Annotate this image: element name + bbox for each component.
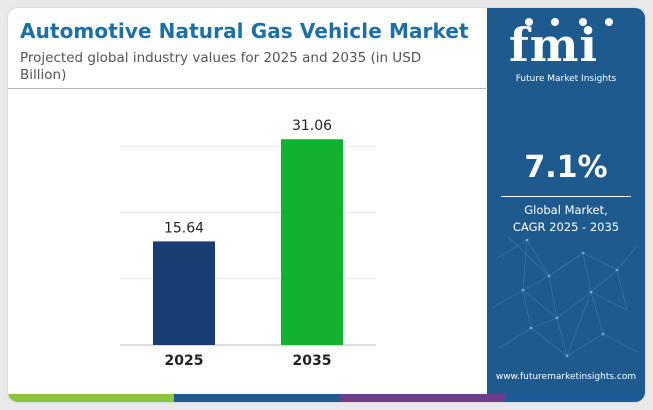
data-label-2035: 31.06 (292, 118, 332, 134)
sidebar-panel: fmi Future Market Insights 7.1% Global M… (487, 8, 645, 394)
logo-tagline: Future Market Insights (515, 74, 617, 84)
chart-subtitle: Projected global industry values for 202… (20, 50, 422, 83)
footer-segment (504, 394, 645, 402)
data-label-2025: 15.64 (164, 220, 204, 236)
footer-color-bar (8, 394, 645, 402)
cagr-value: 7.1% (524, 150, 608, 185)
logo-wordmark: fmi (509, 18, 598, 72)
footer-segment (8, 394, 174, 402)
cagr-divider (501, 196, 631, 197)
infographic-card: Automotive Natural Gas Vehicle Market Pr… (8, 8, 645, 402)
bar-2035 (281, 139, 343, 345)
footer-segment (173, 394, 340, 402)
title-divider (8, 88, 486, 89)
cagr-label: Global Market, CAGR 2025 - 2035 (487, 202, 645, 236)
logo-icon (525, 18, 613, 26)
cagr-label-line2: CAGR 2025 - 2035 (512, 220, 620, 234)
cagr-label-line1: Global Market, (524, 203, 608, 217)
bar-chart: 15.64 2025 31.06 2035 (120, 118, 376, 369)
bar-2025 (153, 241, 215, 345)
website-url: www.futuremarketinsights.com (495, 372, 637, 382)
network-background (491, 235, 638, 358)
x-tick-label-2025: 2025 (165, 353, 204, 369)
footer-segment (339, 394, 505, 402)
chart-title: Automotive Natural Gas Vehicle Market (20, 19, 469, 43)
x-tick-label-2035: 2035 (293, 353, 332, 369)
